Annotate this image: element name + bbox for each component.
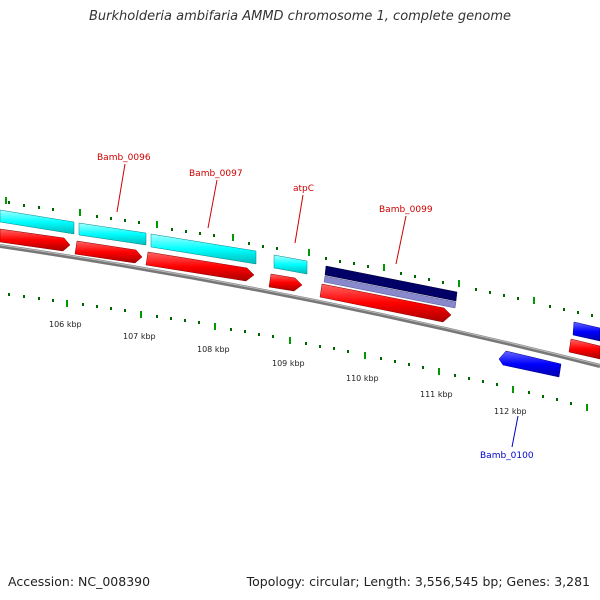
map-title: Burkholderia ambifaria AMMD chromosome 1… [88, 9, 512, 24]
gene-feature[interactable] [572, 321, 600, 342]
kbp-label: 108 kbp [197, 345, 230, 354]
genome-stats-text: Topology: circular; Length: 3,556,545 bp… [246, 574, 590, 589]
kbp-label: 109 kbp [272, 359, 305, 368]
cds-forward-track [0, 209, 308, 275]
gene-feature[interactable] [498, 350, 562, 378]
kbp-label: 110 kbp [346, 374, 379, 383]
kbp-label: 106 kbp [49, 320, 82, 329]
kbp-label: 111 kbp [420, 390, 453, 399]
cds-feature[interactable] [568, 338, 600, 360]
inner-major-ticks [66, 300, 588, 411]
kbp-label: 112 kbp [494, 407, 527, 416]
cds-feature[interactable] [74, 240, 143, 264]
chromosome-backbone [0, 244, 600, 368]
cds-feature[interactable] [78, 222, 147, 246]
cds-feature[interactable] [273, 254, 308, 275]
gene-label-bamb-0097[interactable]: Bamb_0097 [189, 169, 243, 179]
cds-feature[interactable] [150, 233, 257, 265]
accession-text: Accession: NC_008390 [8, 574, 151, 589]
cds-feature[interactable] [268, 273, 303, 292]
cds-reverse-track [0, 228, 600, 360]
gene-label-lines [116, 163, 519, 448]
rna-feature[interactable] [324, 265, 458, 302]
gene-label-bamb-0100[interactable]: Bamb_0100 [480, 451, 534, 461]
cds-feature[interactable] [319, 283, 452, 323]
outer-major-ticks [5, 197, 535, 304]
cds-feature[interactable] [0, 209, 75, 235]
cds-feature[interactable] [0, 228, 71, 252]
kbp-label: 107 kbp [123, 332, 156, 341]
misc-feature[interactable] [323, 275, 457, 309]
outer-tick-ring [8, 201, 593, 317]
inner-tick-ring [8, 293, 572, 405]
cds-feature[interactable] [145, 251, 255, 282]
gene-label-bamb-0096[interactable]: Bamb_0096 [97, 153, 151, 163]
gene-label-bamb-0099[interactable]: Bamb_0099 [379, 205, 433, 215]
gene-label-atpc[interactable]: atpC [293, 184, 314, 194]
